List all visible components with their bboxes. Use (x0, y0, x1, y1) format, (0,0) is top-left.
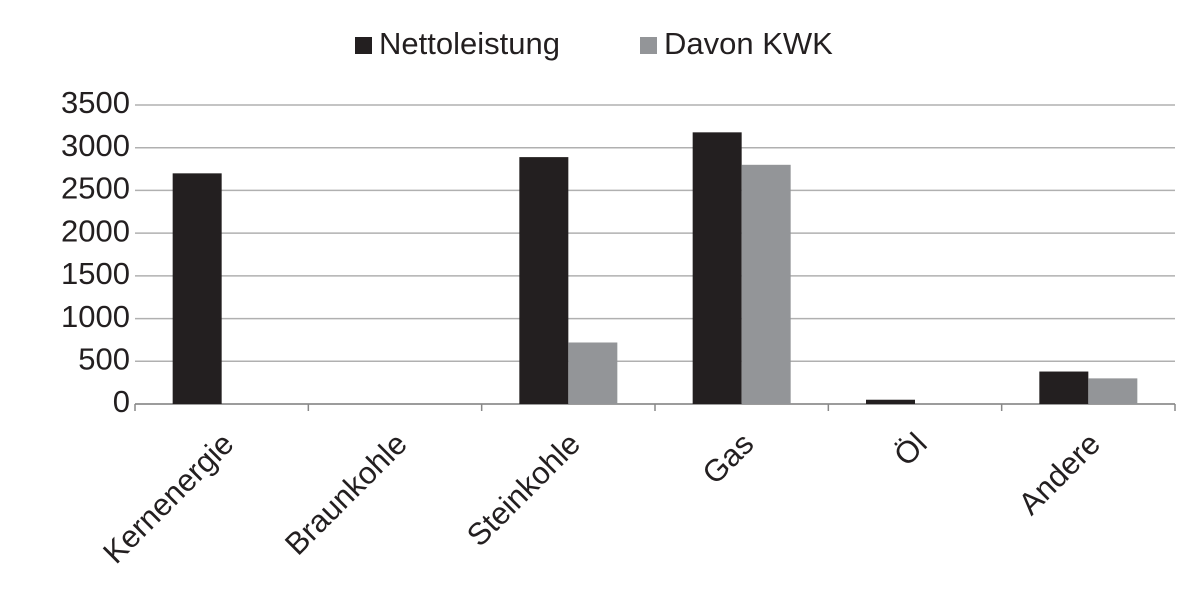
bar (866, 399, 915, 404)
y-tick-label: 500 (78, 341, 130, 376)
y-tick-label: 2500 (61, 171, 130, 206)
bar (568, 342, 618, 404)
bar (519, 157, 569, 404)
x-tick-label: Kernenergie (96, 426, 240, 570)
bar (1088, 378, 1138, 404)
legend-swatch (640, 37, 657, 54)
x-tick-label: Andere (1012, 426, 1107, 521)
y-tick-label: 2000 (61, 213, 130, 248)
legend-label: Davon KWK (664, 26, 833, 61)
x-tick-label: Gas (695, 426, 760, 491)
y-tick-label: 1000 (61, 299, 130, 334)
y-tick-label: 1500 (61, 256, 130, 291)
bar (692, 132, 742, 404)
legend-label: Nettoleistung (379, 26, 560, 61)
y-tick-label: 0 (113, 384, 130, 419)
x-tick-label: Steinkohle (460, 426, 587, 553)
x-tick-label: Öl (887, 426, 934, 473)
bar (741, 164, 791, 404)
y-tick-label: 3000 (61, 128, 130, 163)
bar (1039, 371, 1089, 404)
x-tick-label: Braunkohle (278, 426, 414, 562)
y-tick-label: 3500 (61, 85, 130, 120)
legend-swatch (355, 37, 372, 54)
bar (172, 173, 222, 404)
